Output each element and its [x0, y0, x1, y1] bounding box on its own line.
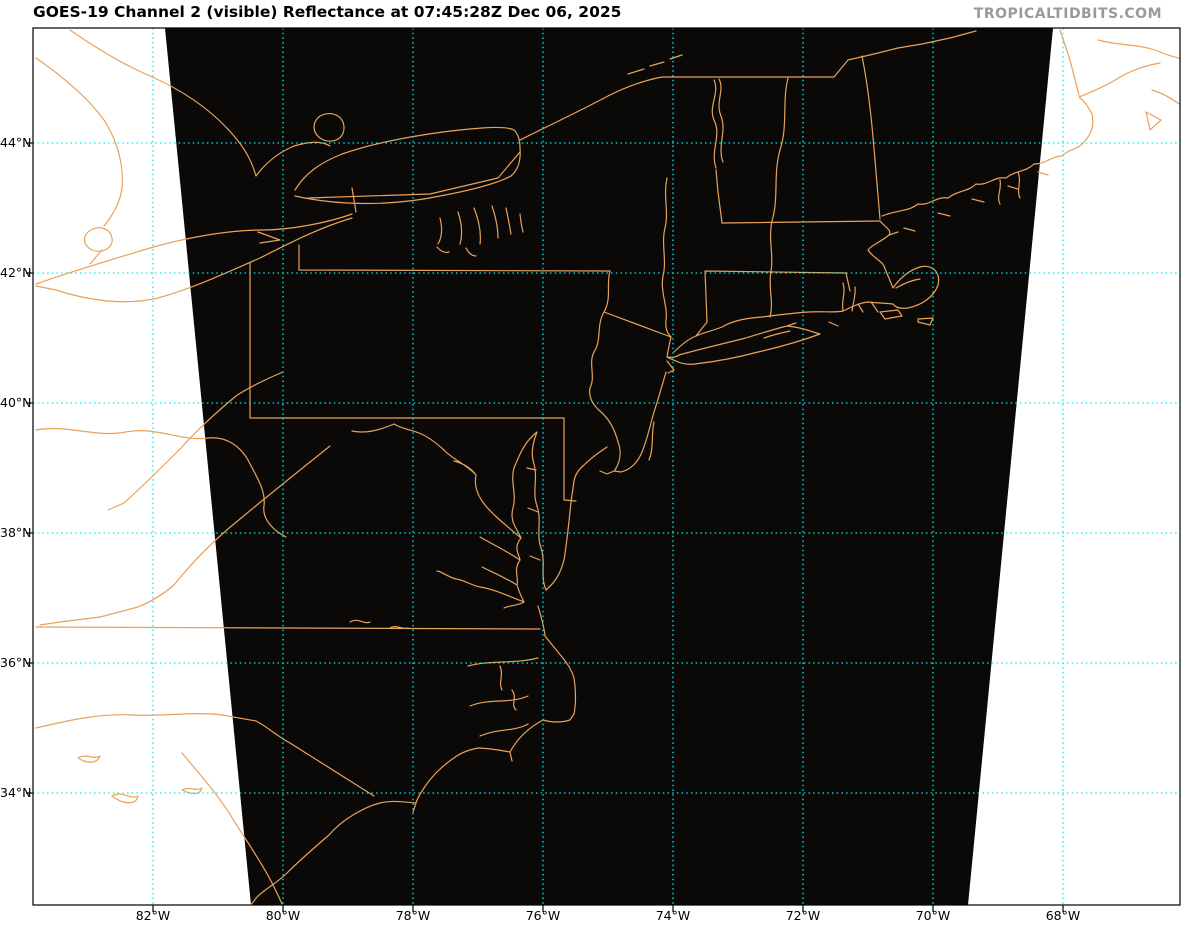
lon-label-76w: 76°W: [525, 908, 561, 923]
map-frame-border: [32, 27, 1181, 906]
lat-label-36n: 36°N: [0, 655, 32, 670]
lat-label-34n: 34°N: [0, 785, 32, 800]
lon-label-72w: 72°W: [785, 908, 821, 923]
lat-label-44n: 44°N: [0, 135, 32, 150]
lat-label-42n: 42°N: [0, 265, 32, 280]
lon-label-70w: 70°W: [915, 908, 951, 923]
page-title: GOES-19 Channel 2 (visible) Reflectance …: [33, 3, 622, 21]
coastline-new-england: [673, 39, 1180, 353]
axis-ticks: [26, 142, 1064, 912]
lon-label-78w: 78°W: [395, 908, 431, 923]
border-us-canada: [661, 29, 1080, 96]
lon-label-68w: 68°W: [1045, 908, 1081, 923]
lon-label-80w: 80°W: [265, 908, 301, 923]
lat-label-40n: 40°N: [0, 395, 32, 410]
lakes-new-york: [436, 78, 724, 338]
coastline-canada-great-lakes: [35, 29, 683, 303]
lon-label-74w: 74°W: [655, 908, 691, 923]
coastline-mid-atlantic: [351, 270, 821, 637]
coastline-southeast: [35, 371, 577, 905]
state-borders: [35, 220, 881, 797]
lon-label-82w: 82°W: [135, 908, 171, 923]
scan-swath-dark-region: [165, 28, 1053, 905]
tropicaltidbits-watermark: TROPICALTIDBITS.COM: [973, 6, 1162, 22]
lat-lon-gridlines: [33, 28, 1180, 905]
lat-label-38n: 38°N: [0, 525, 32, 540]
